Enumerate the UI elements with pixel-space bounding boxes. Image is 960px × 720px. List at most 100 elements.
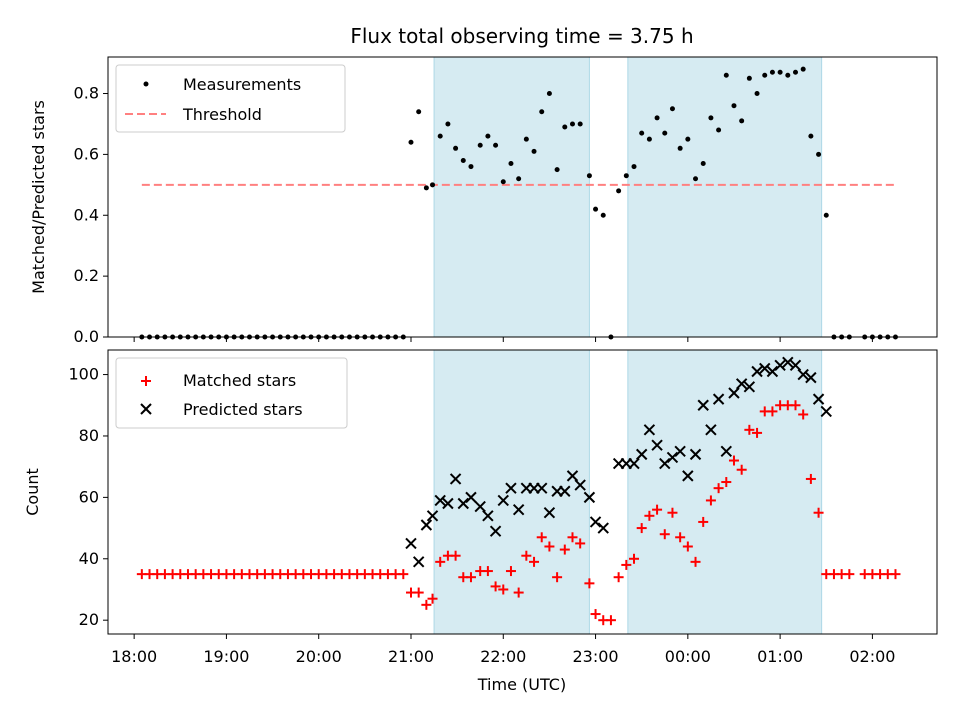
matched-star-point [844, 569, 855, 580]
bottom-plot-frame [107, 349, 938, 635]
top-y-tick-label: 0.0 [74, 327, 99, 346]
legend-matched-marker [141, 376, 151, 386]
x-tick-label: 01:00 [757, 647, 803, 666]
matched-star-point [652, 504, 663, 515]
x-tick-label: 20:00 [296, 647, 342, 666]
measurement-point [460, 157, 466, 163]
measurement-point [546, 91, 552, 97]
matched-star-point [544, 541, 555, 552]
matched-star-point [413, 587, 424, 598]
measurement-point [639, 130, 645, 136]
measurement-point [437, 133, 443, 139]
matched-star-point [798, 409, 809, 420]
matched-star-point [690, 556, 701, 567]
top-shaded-spans [433, 56, 823, 338]
legend-threshold-label: Threshold [182, 105, 262, 124]
matched-star-point [435, 556, 446, 567]
measurement-point [468, 164, 474, 170]
measurement-point [677, 145, 683, 151]
predicted-star-point [405, 537, 417, 550]
predicted-star-point [689, 448, 702, 461]
top-y-axis-label: Matched/Predicted stars [29, 100, 48, 294]
x-axis-label: Time (UTC) [477, 675, 566, 694]
measurement-point [800, 66, 806, 72]
measurement-point [569, 121, 575, 127]
matched-star-point [513, 587, 524, 598]
predicted-star-point [728, 387, 740, 399]
predicted-star-point [497, 494, 509, 507]
matched-star-point [744, 424, 755, 435]
measurement-point [816, 151, 822, 157]
predicted-star-point [474, 500, 486, 513]
chart-title: Flux total observing time = 3.75 h [350, 24, 693, 48]
predicted-star-point [759, 362, 771, 375]
bottom-y-tick-label: 40 [79, 549, 99, 568]
predicted-star-point [543, 507, 556, 519]
measurement-point [493, 142, 499, 148]
bottom-axis-ticks: 20 40 60 80 100 [68, 365, 108, 629]
bottom-legend: Matched stars Predicted stars [115, 357, 348, 429]
legend-matched-label: Matched stars [183, 371, 296, 390]
top-span-0 [433, 56, 590, 338]
matched-star-point [465, 572, 476, 583]
matched-star-point [482, 566, 493, 577]
measurement-point [808, 133, 814, 139]
measurement-point [453, 145, 459, 151]
predicted-star-point [666, 451, 679, 464]
matched-star-point [713, 483, 724, 494]
legend-predicted-label: Predicted stars [183, 400, 303, 419]
predicted-star-point [789, 359, 802, 372]
top-legend: Measurements Threshold [115, 64, 346, 133]
predicted-star-point [566, 470, 579, 482]
x-tick-label: 22:00 [480, 647, 526, 666]
measurement-point [423, 185, 429, 191]
measurement-point [500, 179, 506, 185]
matched-star-point [813, 507, 824, 518]
measurement-point [577, 121, 583, 127]
matched-star-point [498, 584, 509, 595]
matched-star-point [636, 523, 647, 534]
measurement-point [716, 127, 722, 133]
x-tick-label: 02:00 [849, 647, 895, 666]
bottom-y-tick-label: 60 [79, 487, 99, 506]
top-span-1 [627, 56, 823, 338]
measurement-point [762, 72, 768, 78]
measurement-point [516, 176, 522, 182]
predicted-star-point [674, 445, 686, 458]
predicted-star-point [705, 424, 717, 436]
measurement-point [623, 173, 629, 179]
legend-predicted-marker [140, 403, 152, 415]
top-y-tick-label: 0.2 [74, 266, 99, 285]
matched-star-point [698, 516, 709, 527]
matched-star-point [613, 572, 624, 583]
matched-star-point [805, 473, 816, 484]
predicted-star-point [482, 510, 494, 522]
x-tick-label: 21:00 [388, 647, 434, 666]
top-y-tick-label: 0.4 [74, 205, 99, 224]
bottom-y-tick-label: 20 [79, 610, 99, 629]
top-plot-frame [107, 56, 938, 338]
predicted-star-point [559, 485, 571, 497]
bottom-span-1 [627, 349, 823, 635]
top-axis-ticks: 0.0 0.2 0.4 0.6 0.8 [74, 84, 108, 346]
measurement-point [739, 118, 745, 124]
matched-star-point [767, 406, 778, 417]
measurement-point [631, 164, 637, 170]
matched-star-point [575, 538, 586, 549]
predicted-star-point [720, 445, 732, 458]
matched-star-point [536, 532, 547, 543]
x-tick-label: 00:00 [665, 647, 711, 666]
measurement-point [662, 130, 668, 136]
matched-star-point [659, 529, 670, 540]
x-axis-ticks: 18:00 19:00 20:00 21:00 22:00 23:00 00:00 01:00… [111, 337, 895, 666]
matched-star-point [705, 495, 716, 506]
predicted-star-point [628, 457, 640, 470]
measurement-point [669, 106, 675, 112]
measurement-point [693, 176, 699, 182]
matched-star-point [521, 550, 532, 561]
measurement-point [523, 136, 529, 142]
measurement-point [600, 212, 606, 218]
measurement-point [823, 212, 829, 218]
predicted-star-point [489, 525, 502, 537]
